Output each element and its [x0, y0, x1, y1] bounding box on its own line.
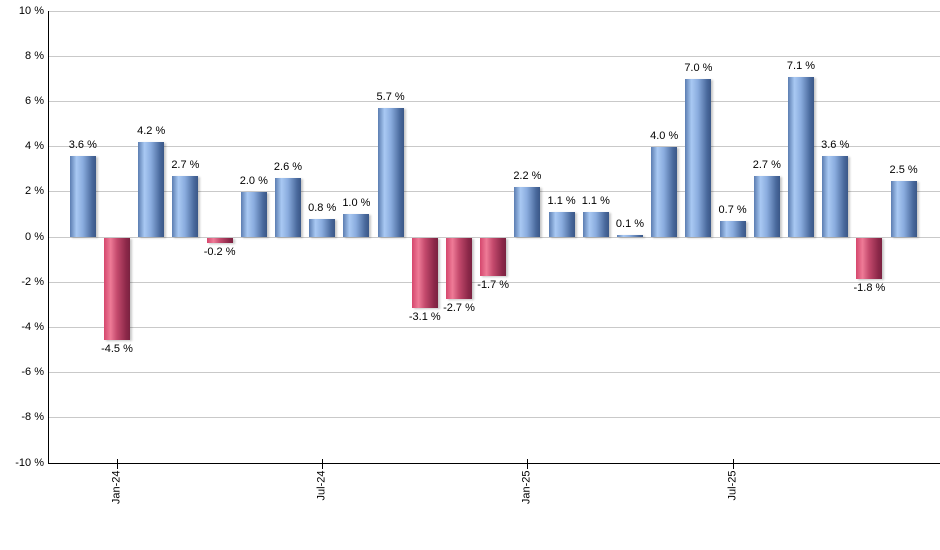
gridline [48, 100, 940, 102]
bar-value-label: 7.1 % [786, 59, 816, 72]
y-axis-tick-label: 2 % [25, 185, 44, 198]
gridline [48, 281, 940, 283]
positive-bar [822, 155, 849, 237]
positive-bar [548, 212, 575, 237]
positive-bar [582, 212, 609, 237]
bar-value-label: 0.8 % [308, 201, 337, 214]
bar-value-label: -3.1 % [408, 311, 441, 324]
bar-value-label: 4.2 % [137, 125, 166, 138]
bar-value-label: 1.1 % [547, 195, 576, 208]
negative-bar [411, 238, 438, 309]
positive-bar [69, 155, 96, 237]
positive-bar [138, 142, 165, 237]
y-axis-tick-label: 10 % [18, 4, 44, 17]
positive-bar [617, 234, 643, 237]
bar-value-label: 2.2 % [513, 170, 542, 183]
gridline [48, 417, 940, 419]
gridline [48, 236, 940, 238]
gridline [48, 326, 940, 328]
positive-bar [651, 146, 678, 237]
bar-value-label: -2.7 % [443, 302, 475, 315]
y-axis-tick-label: -10 % [15, 456, 44, 469]
x-axis-tick-label: Jan-24 [110, 470, 123, 505]
bar-value-label: 3.6 % [821, 138, 850, 151]
positive-bar [172, 175, 199, 237]
y-axis-line [48, 11, 49, 463]
y-axis-tick-label: -2 % [21, 275, 44, 288]
bar-value-label: 2.6 % [273, 161, 303, 174]
bar-value-label: 1.0 % [342, 197, 371, 210]
negative-bar [104, 238, 130, 340]
x-axis-tick-label: Jan-25 [520, 470, 533, 505]
bar-value-label: 1.1 % [581, 195, 610, 208]
x-axis-tick [527, 459, 529, 469]
gridline [48, 146, 940, 148]
y-axis-tick-label: -8 % [21, 411, 44, 424]
positive-bar [309, 218, 336, 237]
y-axis-tick-label: 8 % [25, 49, 44, 62]
positive-bar [719, 221, 746, 237]
bar-value-label: 7.0 % [684, 61, 713, 74]
gridline [48, 191, 940, 193]
gridline [48, 372, 940, 374]
negative-bar [446, 238, 472, 300]
positive-bar [514, 187, 541, 237]
bar-value-label: -1.7 % [477, 279, 510, 292]
y-axis-tick-label: -6 % [21, 366, 44, 379]
positive-bar [753, 175, 780, 237]
y-axis-tick-label: 6 % [25, 94, 44, 107]
x-axis-tick-label: Jul-25 [726, 470, 739, 501]
bar-value-label: 0.7 % [718, 204, 747, 217]
positive-bar [240, 191, 267, 237]
bar-value-label: 2.5 % [889, 163, 918, 176]
y-axis-tick-label: -4 % [21, 320, 44, 333]
bar-value-label: 2.0 % [239, 174, 268, 187]
bar-value-label: 3.6 % [68, 138, 97, 151]
positive-bar [890, 180, 917, 237]
negative-bar [856, 238, 883, 279]
gridline [48, 10, 940, 12]
positive-bar [685, 78, 712, 237]
y-axis-tick-label: 0 % [25, 230, 44, 243]
positive-bar [343, 214, 370, 237]
y-axis-tick-label: 4 % [25, 140, 44, 153]
negative-bar [480, 238, 507, 277]
bar-value-label: 4.0 % [650, 129, 679, 142]
x-axis-tick-label: Jul-24 [315, 470, 328, 501]
bar-value-label: -0.2 % [203, 245, 236, 258]
x-axis-tick [322, 459, 324, 469]
bar-value-label: 2.7 % [171, 158, 200, 171]
gridline [48, 55, 940, 57]
bar-value-label: 5.7 % [376, 91, 405, 104]
negative-bar [206, 238, 233, 243]
positive-bar [275, 178, 301, 237]
positive-bar [377, 108, 404, 237]
x-axis-line [48, 463, 940, 464]
x-axis-tick [732, 459, 734, 469]
x-axis-tick [117, 459, 118, 469]
bar-value-label: -4.5 % [101, 342, 133, 355]
bar-value-label: -1.8 % [853, 281, 886, 294]
bar-value-label: 0.1 % [615, 217, 645, 230]
positive-bar [788, 76, 814, 237]
bar-value-label: 2.7 % [752, 158, 781, 171]
